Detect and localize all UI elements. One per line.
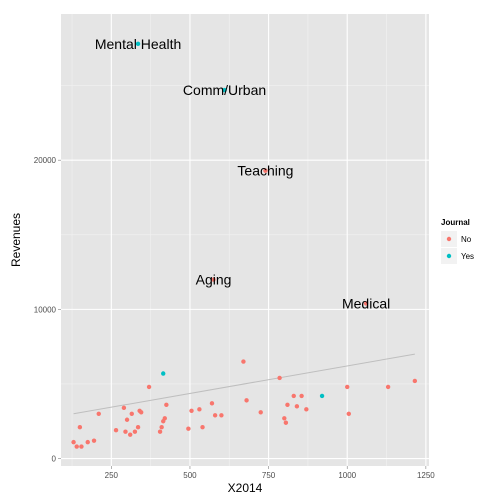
point-no — [263, 168, 268, 173]
trend-line — [73, 353, 415, 415]
point-no — [157, 429, 163, 434]
point-no — [197, 407, 202, 412]
point-no — [363, 301, 369, 306]
legend: Journal No Yes — [441, 218, 474, 264]
legend-label-yes: Yes — [461, 252, 474, 261]
point-no — [96, 411, 101, 416]
point-no — [412, 378, 418, 384]
x-tick-label: 1000 — [338, 471, 356, 480]
annotations: Mental Health Comm/Urban Teaching Aging Medi… — [95, 36, 390, 312]
point-no — [304, 407, 309, 412]
point-no — [209, 401, 215, 406]
y-tick-label: 20000 — [34, 156, 57, 165]
point-no — [162, 416, 167, 421]
point-no — [79, 444, 84, 449]
point-yes — [222, 87, 227, 93]
annotation-label: Mental Health — [95, 36, 181, 52]
point-no — [129, 411, 134, 416]
point-no — [258, 410, 263, 415]
x-tick-label: 500 — [183, 471, 197, 480]
legend-title: Journal — [441, 218, 470, 227]
point-no — [132, 429, 138, 434]
point-no — [241, 359, 246, 364]
point-no — [186, 426, 191, 431]
point-no — [294, 404, 300, 409]
x-tick-label: 750 — [262, 471, 276, 480]
point-no — [85, 439, 90, 445]
point-no — [121, 405, 127, 411]
annotation-label: Comm/Urban — [183, 82, 266, 98]
point-no — [127, 432, 133, 437]
point-no — [77, 425, 83, 430]
point-no — [346, 411, 351, 416]
x-axis-ticks: 250 500 750 1000 1250 — [105, 466, 435, 480]
annotation-label: Medical — [342, 295, 390, 311]
point-no — [71, 439, 76, 445]
point-yes — [161, 371, 166, 376]
legend-items: No Yes — [441, 231, 474, 264]
legend-key-yes — [446, 253, 452, 259]
annotation-label: Teaching — [237, 163, 293, 179]
point-no — [139, 410, 144, 415]
point-no — [164, 402, 169, 408]
point-no — [135, 425, 141, 430]
point-no — [282, 416, 287, 421]
point-no — [200, 425, 205, 430]
data-points — [71, 41, 418, 449]
point-no — [299, 393, 304, 399]
point-no — [74, 444, 79, 449]
x-axis-title: X2014 — [228, 481, 263, 495]
point-no — [277, 375, 282, 381]
point-no — [219, 413, 224, 418]
point-no — [113, 427, 119, 433]
point-no — [159, 425, 164, 430]
point-yes — [319, 393, 325, 399]
legend-label-no: No — [461, 235, 472, 244]
plot-panel — [61, 14, 429, 466]
x-tick-label: 1250 — [417, 471, 435, 480]
y-axis-title: Revenues — [9, 213, 23, 267]
point-no — [291, 393, 296, 399]
point-no — [385, 384, 391, 390]
y-axis-ticks: 0 10000 20000 — [34, 156, 61, 464]
trend-line-group — [73, 353, 415, 415]
point-no — [345, 384, 350, 390]
point-no — [124, 417, 130, 422]
point-no — [283, 420, 289, 425]
point-no — [211, 277, 216, 282]
annotation-label: Aging — [196, 272, 232, 288]
point-no — [91, 438, 97, 443]
point-no — [146, 384, 152, 390]
point-no — [123, 429, 128, 434]
x-tick-label: 250 — [105, 471, 119, 480]
point-no — [189, 408, 194, 414]
point-yes — [135, 41, 141, 47]
point-no — [285, 402, 290, 408]
y-tick-label: 10000 — [34, 305, 57, 314]
point-no — [212, 413, 218, 418]
grid-major — [61, 14, 429, 466]
legend-key-no — [446, 236, 452, 242]
y-tick-label: 0 — [52, 455, 57, 464]
point-no — [244, 398, 249, 403]
